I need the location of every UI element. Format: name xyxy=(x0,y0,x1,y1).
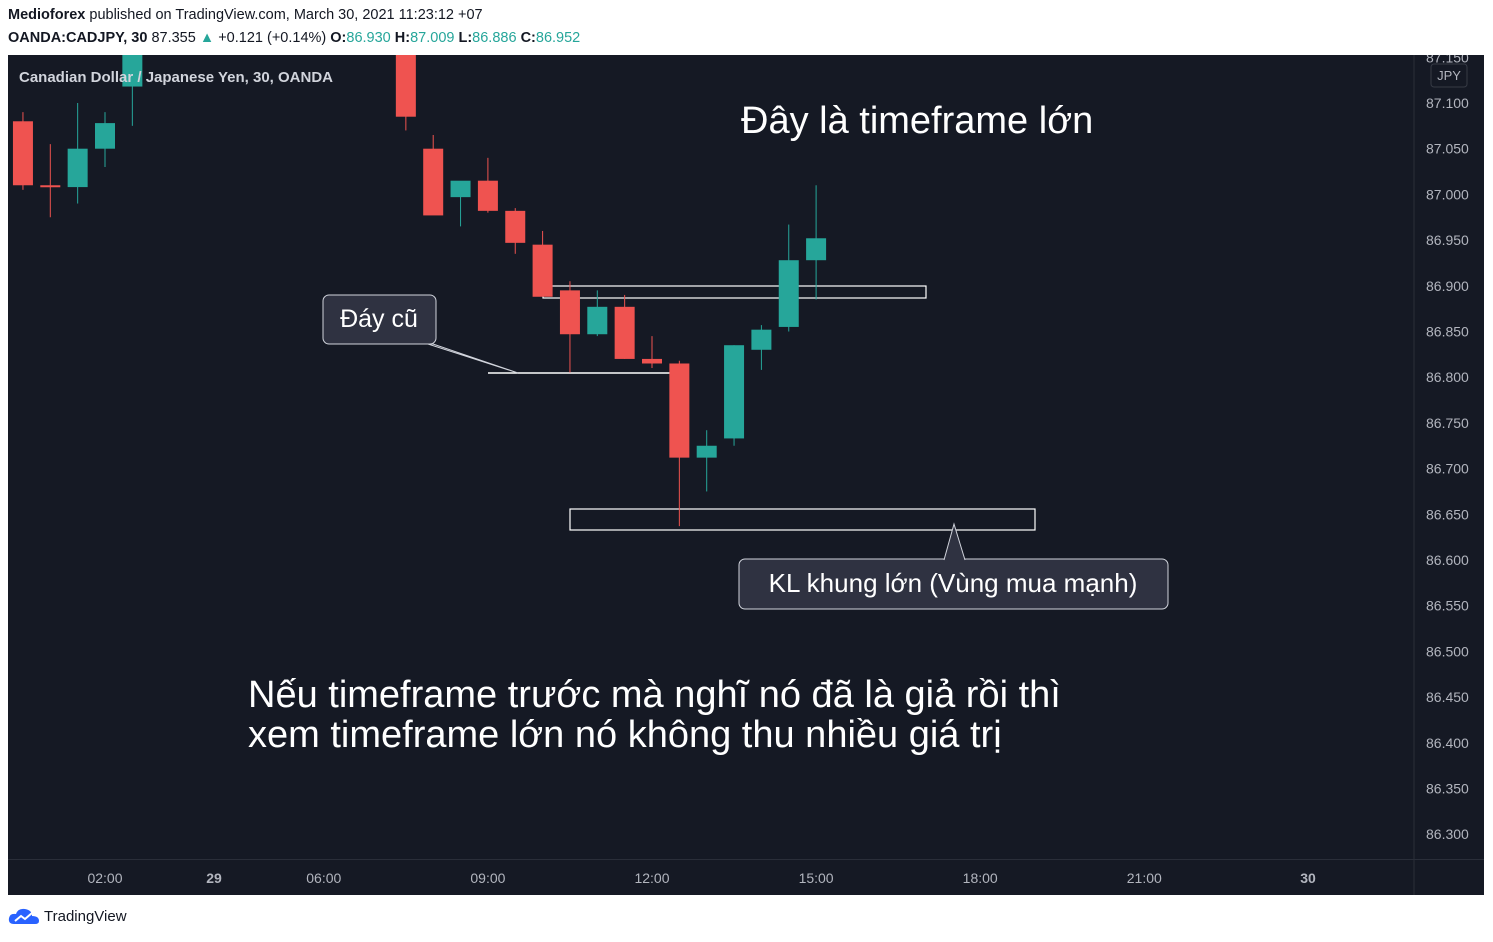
callout-old-low-text: Đáy cũ xyxy=(340,305,418,333)
price-change: +0.121 (+0.14%) xyxy=(218,30,327,46)
price-tick-label: 86.650 xyxy=(1426,506,1469,522)
note-line-1: Nếu timeframe trước mà nghĩ nó đã là giả… xyxy=(248,674,1061,716)
demand-zone xyxy=(569,508,1036,531)
price-tick-label: 86.300 xyxy=(1426,826,1469,842)
time-tick-label: 29 xyxy=(206,870,222,886)
callout-demand-zone-text: KL khung lớn (Vùng mua mạnh) xyxy=(769,568,1138,598)
price-tick-label: 86.950 xyxy=(1426,232,1469,248)
symbol-label: OANDA:CADJPY, 30 xyxy=(8,30,148,46)
price-axis[interactable]: 87.150 87.100 87.050 87.000 86.950 86.900 86.8… xyxy=(1426,55,1469,842)
candle-bullish xyxy=(806,238,827,261)
price-tick-label: 87.150 xyxy=(1426,55,1469,65)
close-label: C: xyxy=(520,30,536,46)
price-tick-label: 86.500 xyxy=(1426,643,1469,659)
high-value: 87.009 xyxy=(410,30,455,46)
published-text: published on TradingView.com, March 30, … xyxy=(89,7,483,23)
open-label: O: xyxy=(330,30,347,46)
candle-bullish xyxy=(122,55,143,87)
low-label: L: xyxy=(458,30,473,46)
close-value: 86.952 xyxy=(535,30,581,46)
note-line-2: xem timeframe lớn nó không thu nhiều giá… xyxy=(248,714,1002,756)
price-tick-label: 86.400 xyxy=(1426,735,1469,751)
candle-bearish xyxy=(559,290,580,335)
time-tick-label: 06:00 xyxy=(306,870,341,886)
candles xyxy=(12,55,827,527)
chart-panel[interactable]: 87.150 87.100 87.050 87.000 86.950 86.900 86.8… xyxy=(8,55,1484,895)
publish-info: Medioforex published on TradingView.com,… xyxy=(8,7,483,23)
time-tick-label: 12:00 xyxy=(634,870,669,886)
cloud-logo-icon xyxy=(8,908,39,924)
candle-bearish xyxy=(505,210,526,243)
callout-old-low xyxy=(322,294,437,345)
symbol-info: OANDA:CADJPY, 30 87.355 ▲ +0.121 (+0.14%… xyxy=(8,30,580,46)
candle-bearish xyxy=(614,306,635,359)
time-tick-label: 18:00 xyxy=(963,870,998,886)
last-price: 87.355 xyxy=(151,30,196,46)
currency-badge xyxy=(1430,63,1468,88)
candle-bearish xyxy=(395,55,416,117)
price-tick-label: 86.900 xyxy=(1426,278,1469,294)
price-tick-label: 86.850 xyxy=(1426,324,1469,340)
candle-bearish xyxy=(532,244,553,297)
time-tick-label: 09:00 xyxy=(470,870,505,886)
chart-title: Canadian Dollar / Japanese Yen, 30, OAND… xyxy=(19,69,333,86)
tradingview-footer[interactable]: TradingView xyxy=(8,906,127,926)
up-arrow-icon: ▲ xyxy=(199,30,215,46)
price-tick-label: 86.750 xyxy=(1426,415,1469,431)
candle-bullish xyxy=(450,180,471,198)
callout-pointer-old-low xyxy=(331,343,519,374)
price-tick-label: 87.050 xyxy=(1426,141,1469,157)
resistance-zone xyxy=(542,285,927,299)
brand-name: TradingView xyxy=(44,907,127,925)
candle-bullish xyxy=(696,445,717,458)
time-axis[interactable]: 02:00 29 06:00 09:00 12:00 15:00 18:00 21:00 30 xyxy=(87,870,1316,886)
time-tick-label: 02:00 xyxy=(87,870,122,886)
time-tick-label: 15:00 xyxy=(799,870,834,886)
candle-bearish xyxy=(40,185,61,188)
time-tick-label: 21:00 xyxy=(1127,870,1162,886)
candle-bearish xyxy=(642,358,662,364)
callout-pointer-demand xyxy=(943,522,966,561)
open-value: 86.930 xyxy=(346,30,391,46)
candle-bearish xyxy=(669,363,690,458)
price-tick-label: 86.700 xyxy=(1426,461,1469,477)
timeframe-heading: Đây là timeframe lớn xyxy=(741,100,1093,142)
price-tick-label: 87.100 xyxy=(1426,95,1469,111)
candle-bullish xyxy=(778,260,799,327)
price-tick-label: 86.450 xyxy=(1426,689,1469,705)
candle-bullish xyxy=(67,148,88,188)
candle-bullish xyxy=(751,329,772,350)
price-tick-label: 87.000 xyxy=(1426,186,1469,202)
candle-bullish xyxy=(95,123,115,149)
candle-bearish xyxy=(477,180,498,211)
price-tick-label: 86.550 xyxy=(1426,598,1469,614)
candle-bullish xyxy=(724,345,745,439)
high-label: H: xyxy=(394,30,411,46)
author-name: Medioforex xyxy=(8,7,86,23)
candle-bearish xyxy=(12,121,33,186)
low-value: 86.886 xyxy=(472,30,517,46)
time-tick-label: 30 xyxy=(1300,870,1316,886)
price-tick-label: 86.600 xyxy=(1426,552,1469,568)
candle-bearish xyxy=(423,148,444,216)
price-tick-label: 86.800 xyxy=(1426,369,1469,385)
candlestick-chart[interactable]: 87.150 87.100 87.050 87.000 86.950 86.900 86.8… xyxy=(8,55,1484,895)
currency-label: JPY xyxy=(1437,68,1461,83)
price-tick-label: 86.350 xyxy=(1426,781,1469,797)
candle-bullish xyxy=(587,306,608,335)
